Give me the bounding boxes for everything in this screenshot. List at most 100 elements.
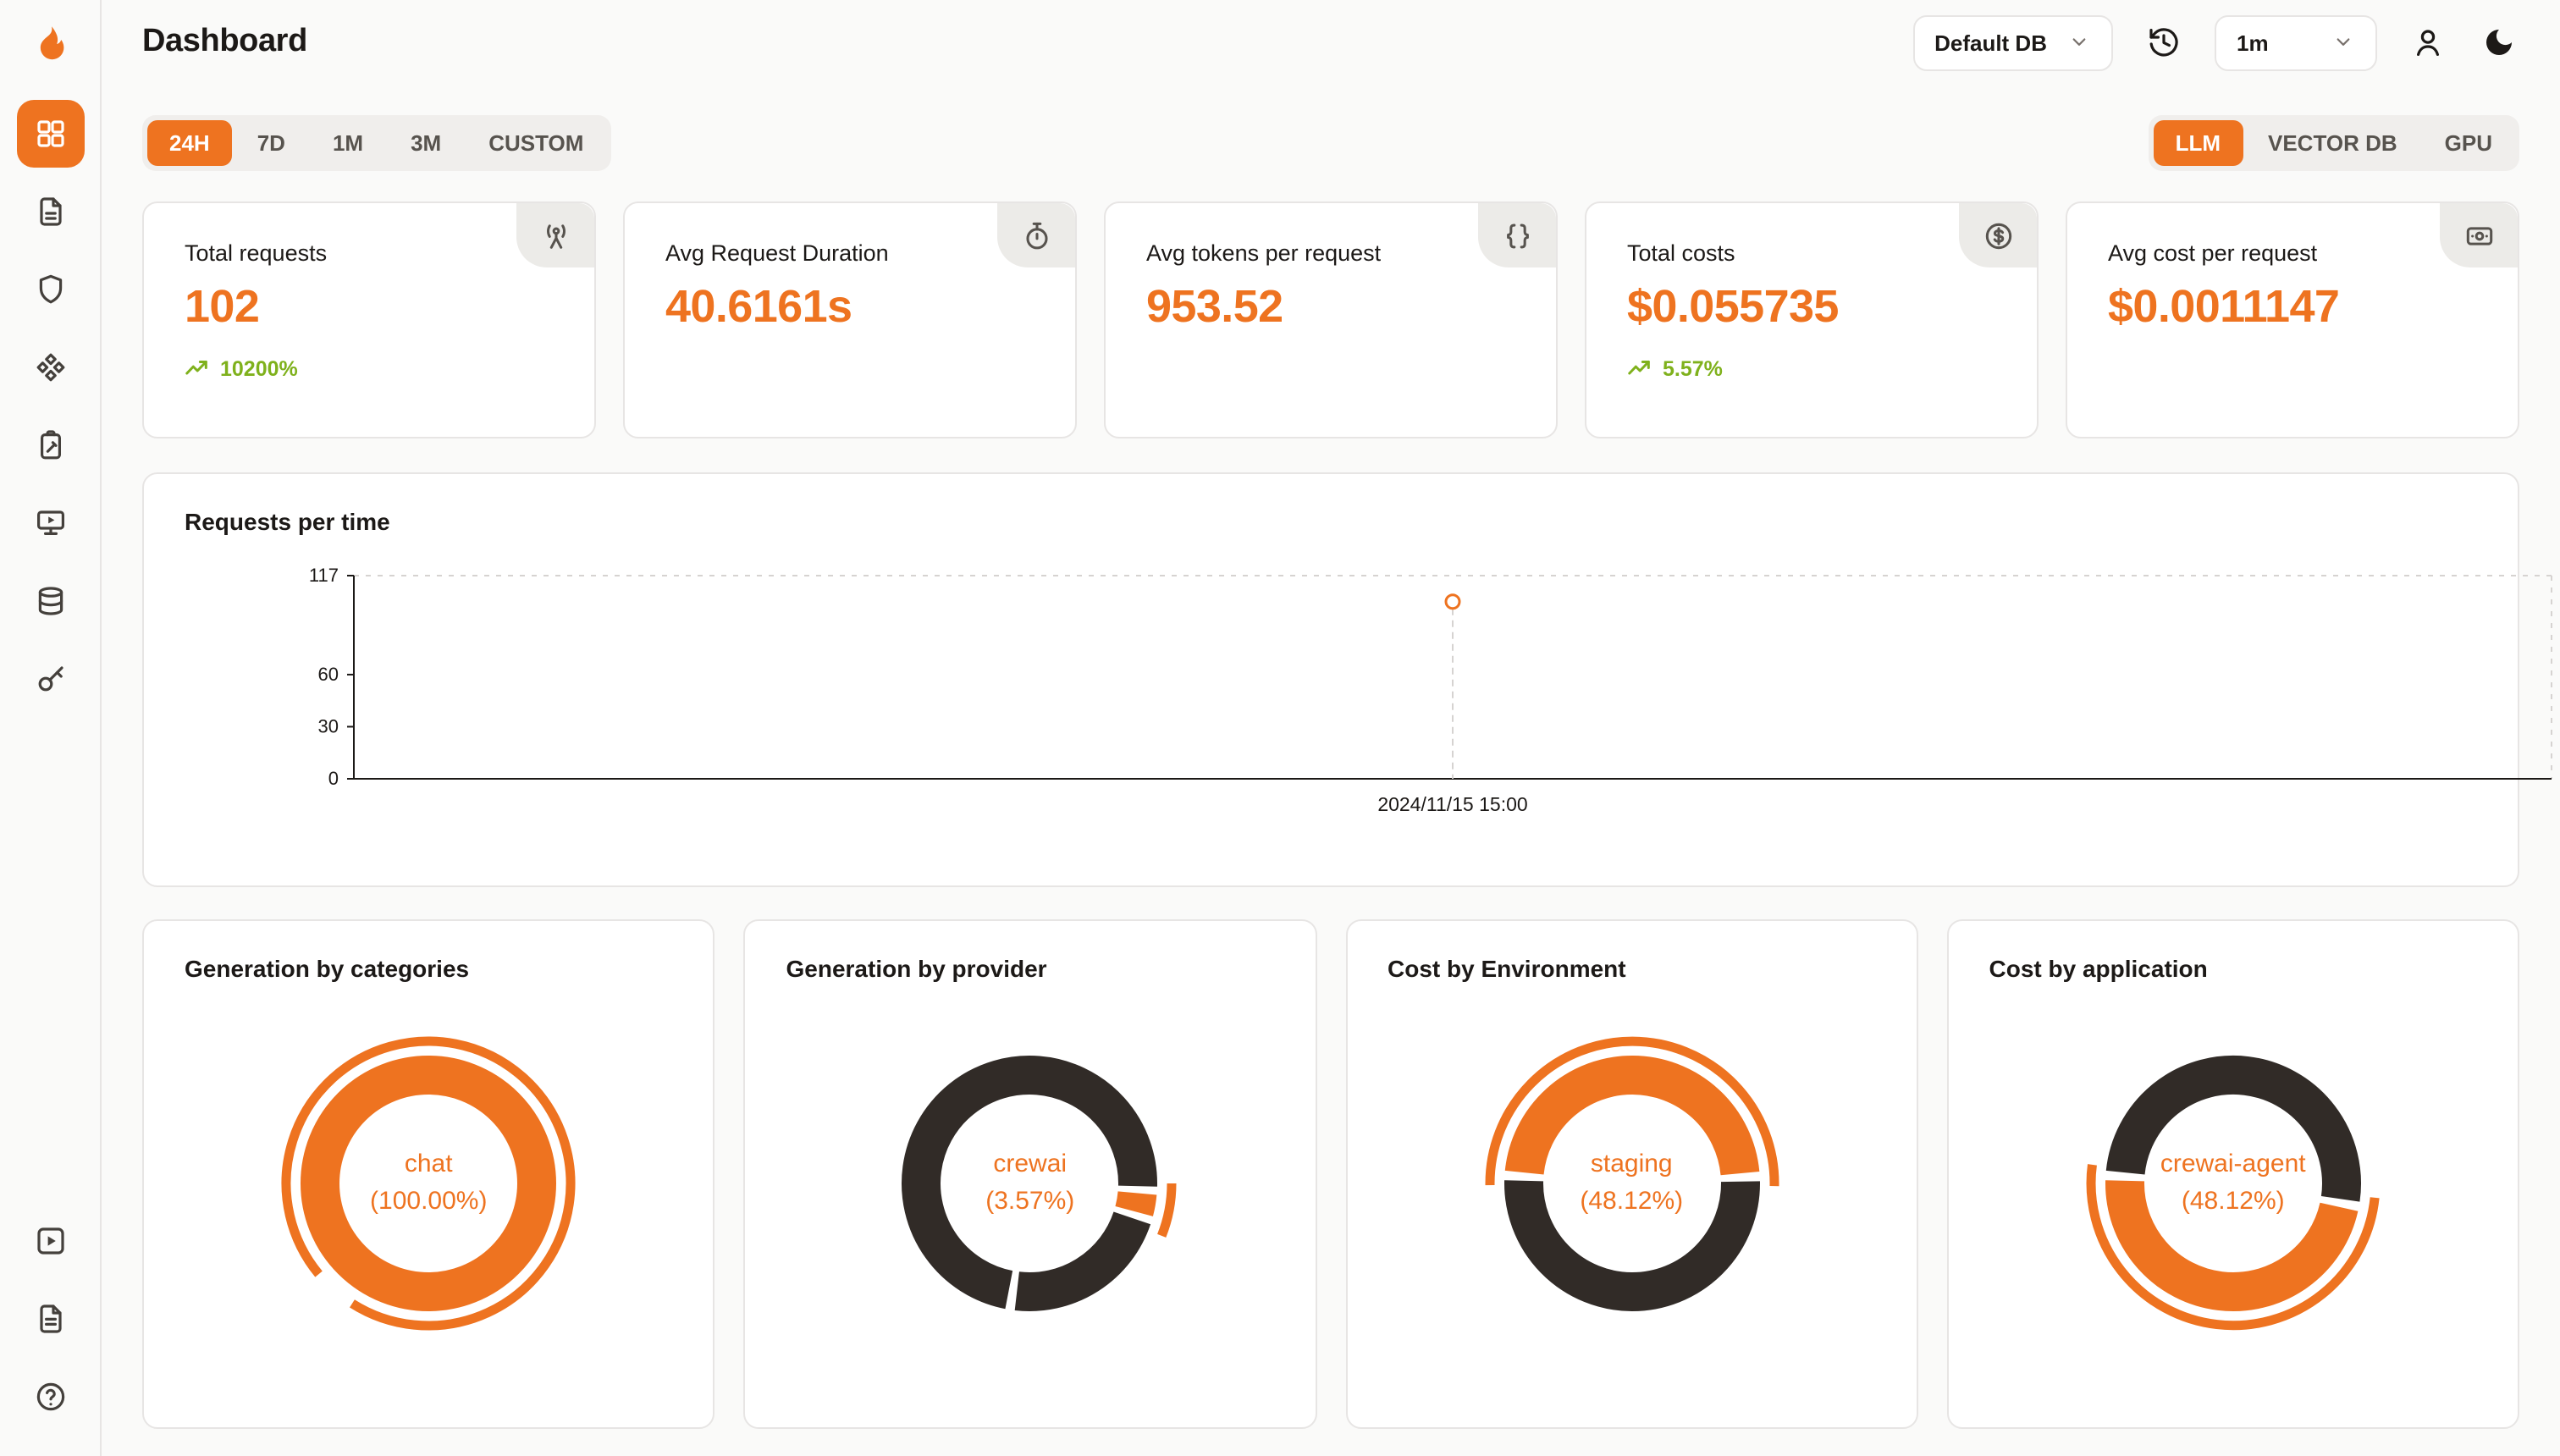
donut-card-application: Cost by application crewai-agent (48.12%… [1946,919,2519,1429]
tab-24h[interactable]: 24H [147,120,232,166]
monitor-play-icon [36,510,63,535]
history-icon [2149,28,2178,57]
file-icon [39,197,61,226]
stat-label: Avg Request Duration [665,240,889,266]
clipboard-edit-icon [40,430,60,460]
banknote-icon [2440,203,2518,267]
user-icon [2417,30,2439,56]
donut-center-label: chat (100.00%) [370,1150,488,1216]
sidebar-item-help[interactable] [16,1363,84,1431]
help-circle-icon [36,1382,64,1411]
header-controls: Default DB 1m [1912,14,2519,70]
stopwatch-icon [997,203,1075,267]
donut-title: Generation by provider [786,955,1047,982]
interval-select-value: 1m [2237,30,2269,55]
sidebar-item-databases[interactable] [16,567,84,635]
sidebar-item-getting-started[interactable] [16,1207,84,1275]
donut-chart-application[interactable] [2072,1023,2394,1353]
donut-center-label: crewai-agent (48.12%) [2160,1150,2306,1216]
chevron-down-icon [2072,38,2086,46]
component-icon [36,353,64,382]
braces-icon [1478,203,1556,267]
stat-card-avg-cost: Avg cost per request $0.0011147 [2066,201,2519,438]
tab-1m[interactable]: 1M [311,120,385,166]
svg-text:0: 0 [328,768,339,789]
sidebar-item-vault[interactable] [16,411,84,479]
stat-trend: 5.57% [1627,356,1996,381]
tab-llm[interactable]: LLM [2153,120,2243,166]
sidebar-item-requests[interactable] [16,178,84,245]
stat-label: Avg tokens per request [1146,240,1382,266]
stat-card-avg-duration: Avg Request Duration 40.6161s [623,201,1077,438]
interval-select[interactable]: 1m [2215,14,2377,70]
stat-label: Total requests [185,240,328,266]
main-content: 24H 7D 1M 3M CUSTOM LLM VECTOR DB GPU [102,85,2560,1456]
tab-7d[interactable]: 7D [235,120,307,166]
sidebar-item-dashboard[interactable] [16,100,84,168]
stat-value: 102 [185,281,260,332]
donut-card-environment: Cost by Environment staging (48.12%) [1345,919,1918,1429]
stat-label: Avg cost per request [2108,240,2318,266]
tab-vector-db[interactable]: VECTOR DB [2246,120,2419,166]
trending-up-icon [1628,361,1650,375]
trending-up-icon [185,361,207,375]
database-select[interactable]: Default DB [1912,14,2113,70]
square-play-icon [36,1227,63,1255]
stat-value: 953.52 [1146,281,1283,332]
time-range-tabs: 24H 7D 1M 3M CUSTOM [142,115,611,171]
donut-row: Generation by categories chat (100.00%) … [142,919,2519,1429]
stat-value: $0.0011147 [2108,281,2340,332]
donut-title: Cost by application [1989,955,2208,982]
source-tabs: LLM VECTOR DB GPU [2148,115,2519,171]
tab-gpu[interactable]: GPU [2423,120,2514,166]
donut-chart-categories[interactable] [268,1023,589,1353]
page-title: Dashboard [142,24,307,59]
requests-line-chart[interactable]: 0 30 60 117 2024/11/15 15:00 [185,555,2552,841]
circle-dollar-icon [1959,203,2037,267]
donut-wrap: chat (100.00%) [268,1023,589,1344]
chart-title: Requests per time [185,508,390,535]
header: Dashboard Default DB 1m [102,0,2560,85]
theme-toggle-button[interactable] [2479,22,2519,63]
donut-card-categories: Generation by categories chat (100.00%) [142,919,715,1429]
stat-value: 40.6161s [665,281,852,332]
donut-card-provider: Generation by provider crewai (3.57%) [743,919,1316,1429]
sidebar-item-api-keys[interactable] [16,645,84,713]
main-column: Dashboard Default DB 1m [102,0,2560,1456]
file-text-icon [39,1304,61,1333]
svg-text:60: 60 [318,664,339,685]
stat-trend: 10200% [185,356,554,381]
moon-icon [2486,30,2512,55]
donut-chart-provider[interactable] [869,1023,1191,1353]
donut-wrap: crewai (3.57%) [869,1023,1191,1344]
stat-card-total-requests: Total requests 102 10200% [142,201,596,438]
sidebar-item-exceptions[interactable] [16,256,84,323]
donut-center-label: staging (48.12%) [1580,1150,1684,1216]
stat-card-total-costs: Total costs $0.055735 5.57% [1585,201,2039,438]
donut-center-label: crewai (3.57%) [985,1150,1075,1216]
donut-chart-environment[interactable] [1470,1023,1792,1353]
tab-custom[interactable]: CUSTOM [466,120,605,166]
sidebar-item-documentation[interactable] [16,1285,84,1353]
svg-text:2024/11/15 15:00: 2024/11/15 15:00 [1377,793,1527,815]
database-icon [37,587,63,615]
flame-logo-icon [39,26,63,60]
app-logo[interactable] [25,0,75,95]
donut-title: Generation by categories [185,955,470,982]
tab-3m[interactable]: 3M [389,120,463,166]
user-menu-button[interactable] [2408,22,2448,63]
requests-chart-card: Requests per time 0 30 60 117 2024/11/15 15:… [142,472,2552,887]
refresh-history-button[interactable] [2143,22,2184,63]
stat-label: Total costs [1627,240,1735,266]
sidebar [0,0,102,1456]
sidebar-item-prompt-hub[interactable] [16,334,84,401]
chevron-down-icon [2337,38,2350,46]
svg-text:117: 117 [309,565,339,586]
shield-icon [38,274,62,304]
database-select-value: Default DB [1934,30,2047,55]
key-icon [37,666,63,692]
svg-text:30: 30 [318,715,339,736]
sidebar-item-playground[interactable] [16,489,84,557]
filter-row: 24H 7D 1M 3M CUSTOM LLM VECTOR DB GPU [142,115,2519,171]
